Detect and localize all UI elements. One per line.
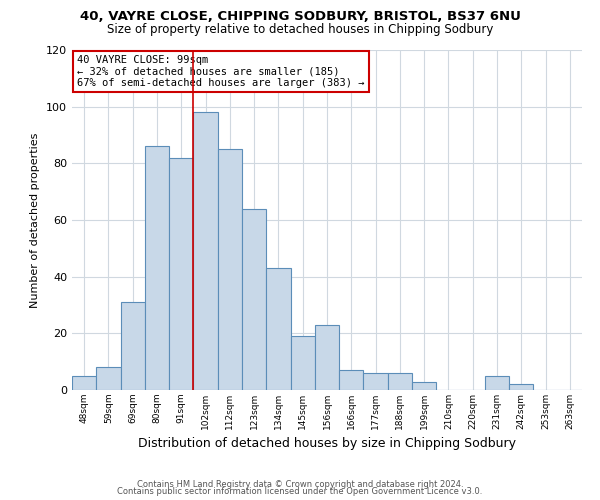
Text: Contains HM Land Registry data © Crown copyright and database right 2024.: Contains HM Land Registry data © Crown c…: [137, 480, 463, 489]
Bar: [121, 302, 145, 390]
Bar: [96, 368, 121, 390]
Bar: [290, 336, 315, 390]
Text: Size of property relative to detached houses in Chipping Sodbury: Size of property relative to detached ho…: [107, 22, 493, 36]
Bar: [509, 384, 533, 390]
Y-axis label: Number of detached properties: Number of detached properties: [31, 132, 40, 308]
Text: 40 VAYRE CLOSE: 99sqm
← 32% of detached houses are smaller (185)
67% of semi-det: 40 VAYRE CLOSE: 99sqm ← 32% of detached …: [77, 55, 365, 88]
Bar: [364, 373, 388, 390]
Bar: [242, 208, 266, 390]
Bar: [315, 325, 339, 390]
X-axis label: Distribution of detached houses by size in Chipping Sodbury: Distribution of detached houses by size …: [138, 438, 516, 450]
Bar: [412, 382, 436, 390]
Bar: [266, 268, 290, 390]
Bar: [218, 149, 242, 390]
Bar: [388, 373, 412, 390]
Bar: [193, 112, 218, 390]
Bar: [169, 158, 193, 390]
Text: Contains public sector information licensed under the Open Government Licence v3: Contains public sector information licen…: [118, 488, 482, 496]
Bar: [72, 376, 96, 390]
Bar: [485, 376, 509, 390]
Bar: [145, 146, 169, 390]
Bar: [339, 370, 364, 390]
Text: 40, VAYRE CLOSE, CHIPPING SODBURY, BRISTOL, BS37 6NU: 40, VAYRE CLOSE, CHIPPING SODBURY, BRIST…: [80, 10, 520, 23]
